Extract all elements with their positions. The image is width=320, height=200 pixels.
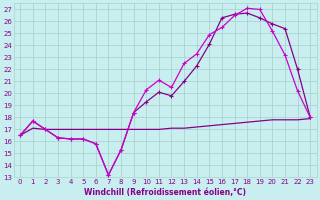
X-axis label: Windchill (Refroidissement éolien,°C): Windchill (Refroidissement éolien,°C) (84, 188, 246, 197)
